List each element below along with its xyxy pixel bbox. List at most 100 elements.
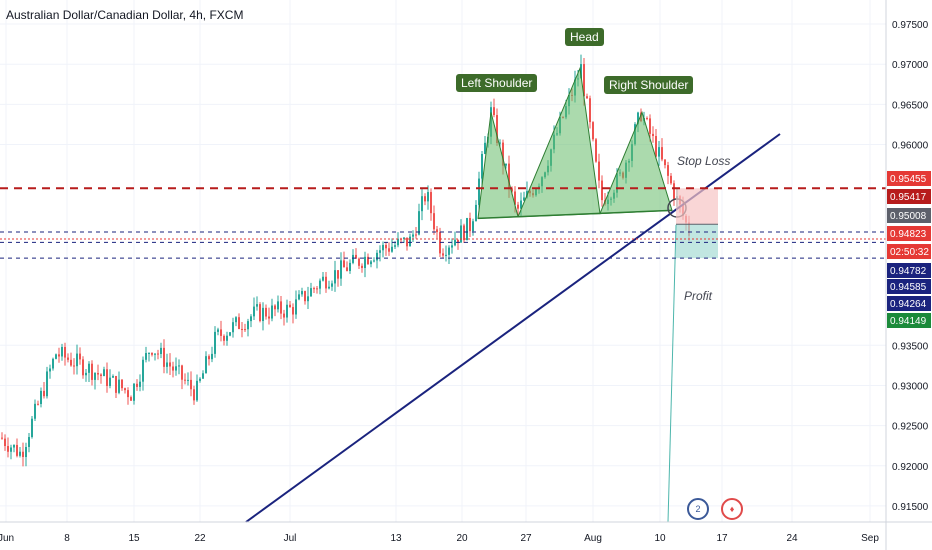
- candle-body: [70, 359, 72, 366]
- candle-body: [136, 383, 138, 387]
- candle-body: [514, 191, 516, 205]
- candle-body: [73, 365, 75, 367]
- price-tag: 0.94823: [887, 226, 931, 241]
- x-tick-label: 15: [128, 533, 140, 544]
- candle-body: [202, 373, 204, 379]
- candle-body: [139, 381, 141, 387]
- y-tick-label: 0.92000: [892, 462, 929, 473]
- price-tag: 0.94264: [887, 296, 931, 311]
- candle-body: [667, 165, 669, 176]
- candle-body: [229, 332, 231, 336]
- price-tag-label: 0.94264: [890, 299, 927, 310]
- candle-body: [4, 438, 6, 447]
- candle-body: [223, 335, 225, 341]
- price-tag-label: 0.95417: [890, 192, 927, 203]
- candle-body: [364, 256, 366, 269]
- candle-body: [241, 328, 243, 330]
- candle-body: [76, 353, 78, 367]
- candle-body: [658, 147, 660, 157]
- candle-body: [436, 229, 438, 233]
- candle-body: [448, 247, 450, 255]
- candle-body: [199, 378, 201, 381]
- candle-body: [664, 159, 666, 166]
- candle-body: [601, 180, 603, 201]
- price-tag: 02:50:32: [887, 244, 931, 259]
- candle-body: [196, 380, 198, 401]
- candle-body: [193, 389, 195, 401]
- price-tag: 0.94149: [887, 313, 931, 328]
- candle-body: [304, 291, 306, 302]
- candle-body: [52, 358, 54, 369]
- candle-body: [172, 366, 174, 371]
- candle-body: [217, 329, 219, 332]
- candle-body: [670, 175, 672, 184]
- y-tick-label: 0.93000: [892, 381, 929, 392]
- neckline: [477, 209, 673, 220]
- candle-body: [457, 239, 459, 243]
- candle-body: [235, 317, 237, 323]
- price-tag: 0.95417: [887, 189, 931, 204]
- candle-body: [649, 118, 651, 134]
- candle-body: [28, 437, 30, 448]
- candle-body: [445, 254, 447, 256]
- candle-body: [244, 329, 246, 331]
- candle-body: [61, 346, 63, 357]
- candle-body: [115, 376, 117, 393]
- candle-body: [442, 253, 444, 256]
- candle-body: [274, 305, 276, 310]
- candle-body: [475, 204, 477, 222]
- candle-body: [247, 321, 249, 330]
- candle-body: [7, 446, 9, 452]
- price-tag: 0.94782: [887, 263, 931, 278]
- candle-body: [295, 299, 297, 315]
- candle-body: [118, 379, 120, 393]
- candle-body: [580, 64, 582, 79]
- candle-body: [46, 371, 48, 397]
- candle-body: [646, 118, 648, 120]
- candle-body: [328, 286, 330, 289]
- au-flag-icon[interactable]: 2: [687, 498, 709, 520]
- candle-body: [418, 211, 420, 235]
- x-tick-label: 20: [456, 533, 468, 544]
- candle-body: [280, 301, 282, 314]
- candle-body: [238, 317, 240, 329]
- ca-flag-icon[interactable]: ♦: [721, 498, 743, 520]
- candle-body: [232, 322, 234, 333]
- candle-body: [427, 192, 429, 202]
- candle-body: [259, 304, 261, 322]
- candle-body: [406, 237, 408, 247]
- candle-body: [181, 365, 183, 380]
- price-tag-label: 0.94782: [890, 266, 927, 277]
- candle-body: [292, 307, 294, 315]
- candle-body: [55, 354, 57, 359]
- candle-body: [652, 133, 654, 137]
- candle-body: [481, 153, 483, 179]
- candle-body: [424, 196, 426, 202]
- candle-body: [361, 265, 363, 269]
- candle-body: [322, 276, 324, 281]
- y-tick-label: 0.96500: [892, 100, 929, 111]
- y-tick-label: 0.92500: [892, 422, 929, 433]
- candle-body: [496, 115, 498, 144]
- candle-body: [466, 218, 468, 241]
- x-tick-label: Jul: [284, 533, 297, 544]
- candle-body: [124, 388, 126, 391]
- candle-body: [67, 357, 69, 360]
- price-tag-label: 02:50:32: [890, 247, 929, 258]
- candle-body: [190, 379, 192, 390]
- candle-body: [10, 447, 12, 452]
- candle-body: [298, 294, 300, 300]
- candle-body: [382, 244, 384, 251]
- candle-body: [469, 218, 471, 232]
- y-tick-label: 0.91500: [892, 502, 929, 513]
- candle-body: [286, 304, 288, 318]
- candle-body: [376, 252, 378, 261]
- candle-body: [493, 107, 495, 116]
- candle-body: [343, 260, 345, 268]
- candle-body: [394, 245, 396, 247]
- x-tick-label: 17: [716, 533, 728, 544]
- candle-body: [412, 234, 414, 237]
- candle-body: [517, 204, 519, 209]
